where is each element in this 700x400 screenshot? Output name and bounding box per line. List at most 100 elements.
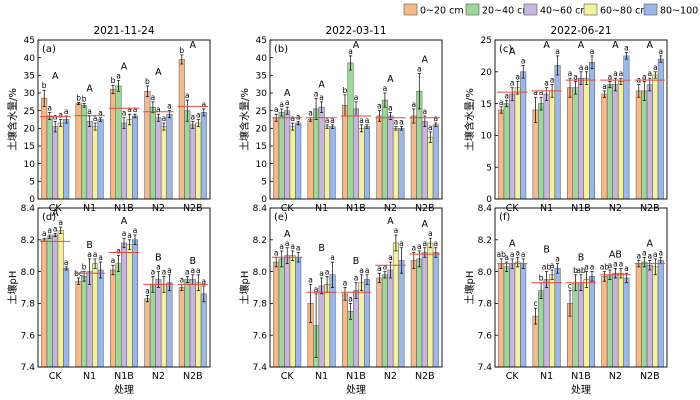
bar bbox=[46, 115, 53, 200]
bar bbox=[646, 84, 653, 200]
bar bbox=[421, 121, 428, 200]
significance-letter: a bbox=[308, 275, 313, 284]
significance-letter: a bbox=[296, 112, 301, 121]
significance-letter: a bbox=[555, 255, 560, 264]
y-tick-label: 8.2 bbox=[253, 236, 267, 246]
bar bbox=[57, 122, 64, 200]
bar bbox=[617, 272, 624, 368]
y-tick-label: 7.6 bbox=[478, 331, 493, 341]
significance-letter: a bbox=[613, 259, 618, 268]
significance-letter: a bbox=[359, 266, 364, 275]
group-significance-letter: A bbox=[284, 229, 291, 240]
group-significance-letter: A bbox=[86, 84, 93, 95]
significance-letter: a bbox=[185, 267, 190, 276]
significance-letter: a bbox=[196, 266, 201, 275]
bar bbox=[538, 103, 545, 200]
group-significance-letter: A bbox=[121, 216, 128, 227]
significance-letter: a bbox=[290, 242, 295, 251]
significance-letter: a bbox=[539, 88, 544, 97]
significance-letter: a bbox=[162, 114, 167, 123]
bar bbox=[284, 110, 291, 200]
y-tick-label: 7.4 bbox=[253, 363, 268, 373]
bar bbox=[149, 284, 156, 368]
bar bbox=[410, 260, 417, 368]
significance-letter: a bbox=[365, 266, 370, 275]
bar bbox=[358, 282, 365, 368]
bar bbox=[160, 126, 167, 200]
bar bbox=[572, 87, 579, 200]
significance-letter: a bbox=[399, 118, 404, 127]
group-significance-letter: A bbox=[318, 79, 325, 90]
significance-letter: a bbox=[434, 239, 439, 248]
y-axis-label: 土壤pH bbox=[6, 271, 19, 305]
significance-letter: a bbox=[510, 79, 515, 88]
significance-letter: a bbox=[58, 218, 63, 227]
bar bbox=[92, 263, 99, 368]
significance-letter: a bbox=[58, 111, 63, 120]
bar bbox=[155, 117, 162, 200]
y-tick-label: 10 bbox=[256, 160, 268, 170]
bar bbox=[601, 93, 608, 200]
y-tick-label: 7.6 bbox=[253, 331, 268, 341]
legend-label-1: 0~20 cm bbox=[420, 6, 464, 17]
legend-label-3: 40~60 cm bbox=[540, 6, 590, 17]
bar bbox=[398, 260, 405, 368]
y-tick-label: 5 bbox=[486, 163, 492, 173]
significance-letter: a bbox=[624, 264, 629, 273]
significance-letter: a bbox=[394, 118, 399, 127]
significance-letter: b bbox=[82, 95, 87, 104]
significance-letter: a bbox=[584, 63, 589, 72]
bar bbox=[606, 274, 613, 368]
x-tick-label: N1B bbox=[571, 203, 591, 214]
significance-letter: a bbox=[354, 93, 359, 102]
significance-letter: a bbox=[602, 82, 607, 91]
x-tick-label: N2B bbox=[640, 371, 660, 382]
plot-frame bbox=[494, 207, 668, 368]
y-tick-label: 40 bbox=[256, 54, 268, 64]
group-significance-letter: A bbox=[509, 46, 516, 57]
bar bbox=[313, 108, 320, 200]
significance-letter: a bbox=[613, 69, 618, 78]
bar bbox=[432, 124, 439, 200]
y-tick-label: 45 bbox=[256, 36, 267, 46]
bar bbox=[623, 55, 630, 200]
bar bbox=[410, 115, 417, 200]
group-significance-letter: B bbox=[155, 253, 162, 264]
bar bbox=[589, 276, 596, 368]
y-tick-label: 25 bbox=[256, 107, 267, 117]
bar bbox=[577, 77, 585, 200]
panel-date-title: 2022-03-11 bbox=[325, 25, 386, 37]
y-axis-label: 土壤含水量/% bbox=[6, 88, 19, 151]
x-tick-label: N2B bbox=[183, 203, 203, 214]
significance-letter: c bbox=[568, 282, 572, 291]
x-tick-label: N1 bbox=[315, 203, 328, 214]
bar bbox=[273, 261, 280, 368]
x-tick-label: N2 bbox=[384, 371, 397, 382]
bar bbox=[566, 87, 573, 200]
bar bbox=[352, 108, 360, 200]
bar bbox=[606, 84, 613, 200]
significance-letter: a bbox=[296, 244, 301, 253]
x-tick-label: N1 bbox=[315, 371, 328, 382]
significance-letter: a bbox=[653, 63, 658, 72]
significance-letter: b bbox=[539, 274, 544, 283]
significance-letter: a bbox=[314, 89, 319, 98]
bar bbox=[432, 252, 439, 368]
significance-letter: a bbox=[330, 253, 335, 262]
bar bbox=[278, 258, 285, 368]
y-axis-label: 土壤含水量/% bbox=[238, 88, 251, 151]
group-significance-letter: B bbox=[190, 256, 197, 267]
legend-swatch-2 bbox=[465, 3, 480, 16]
significance-letter: a bbox=[428, 123, 433, 132]
group-significance-letter: B bbox=[353, 256, 360, 267]
bar bbox=[617, 81, 624, 200]
significance-letter: a bbox=[428, 229, 433, 238]
bar bbox=[46, 236, 53, 368]
significance-letter: a bbox=[573, 72, 578, 81]
legend-label-4: 60~80 cm bbox=[600, 6, 650, 17]
bar bbox=[398, 128, 405, 200]
bar bbox=[52, 234, 59, 368]
significance-letter: a bbox=[653, 250, 658, 259]
significance-letter: a bbox=[659, 47, 664, 56]
